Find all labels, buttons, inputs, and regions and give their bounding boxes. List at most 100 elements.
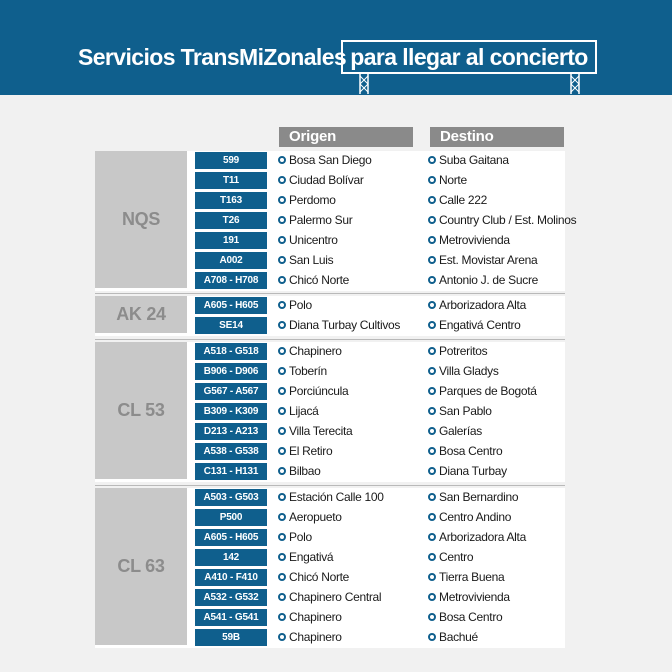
- route-code-badge: G567 - A567: [195, 383, 267, 400]
- route-code-badge: B906 - D906: [195, 363, 267, 380]
- origin-stop: Toberín: [289, 364, 327, 378]
- stop-bullet-icon: [428, 613, 436, 621]
- stop-bullet-icon: [278, 447, 286, 455]
- route-code-badge: A532 - G532: [195, 589, 267, 606]
- stop-bullet-icon: [428, 573, 436, 581]
- header-banner: Servicios TransMiZonales para llegar al …: [0, 0, 672, 95]
- route-code-badge: A605 - H605: [195, 529, 267, 546]
- stop-bullet-icon: [278, 513, 286, 521]
- stop-bullet-icon: [278, 156, 286, 164]
- route-code-badge: B309 - K309: [195, 403, 267, 420]
- route-code-badge: A002: [195, 252, 267, 269]
- stop-bullet-icon: [278, 593, 286, 601]
- route-code-badge: D213 - A213: [195, 423, 267, 440]
- destination-stop: Bosa Centro: [439, 610, 503, 624]
- route-code-badge: SE14: [195, 317, 267, 334]
- destination-stop: Parques de Bogotá: [439, 384, 537, 398]
- origin-stop: Estación Calle 100: [289, 490, 384, 504]
- stop-bullet-icon: [428, 321, 436, 329]
- destination-stop: San Pablo: [439, 404, 492, 418]
- stop-bullet-icon: [428, 513, 436, 521]
- origin-stop: Porciúncula: [289, 384, 349, 398]
- route-code-badge: 142: [195, 549, 267, 566]
- destination-stop: San Bernardino: [439, 490, 519, 504]
- destination-stop: Diana Turbay: [439, 464, 507, 478]
- origin-stop: Aeropueto: [289, 510, 342, 524]
- stop-bullet-icon: [428, 427, 436, 435]
- destination-stop: Suba Gaitana: [439, 153, 509, 167]
- stop-bullet-icon: [428, 236, 436, 244]
- stop-bullet-icon: [428, 493, 436, 501]
- destination-stop: Tierra Buena: [439, 570, 505, 584]
- origin-stop: Engativá: [289, 550, 334, 564]
- stop-bullet-icon: [428, 276, 436, 284]
- stop-bullet-icon: [428, 347, 436, 355]
- stop-bullet-icon: [278, 347, 286, 355]
- origin-stop: El Retiro: [289, 444, 333, 458]
- destination-stop: Antonio J. de Sucre: [439, 273, 539, 287]
- route-code-badge: A518 - G518: [195, 343, 267, 360]
- stop-bullet-icon: [428, 467, 436, 475]
- sign-post-icon: [359, 74, 369, 94]
- destination-stop: Norte: [439, 173, 467, 187]
- column-header-destination: Destino: [430, 127, 564, 147]
- origin-stop: Chapinero: [289, 630, 342, 644]
- origin-stop: San Luis: [289, 253, 334, 267]
- corridor-label: CL 63: [95, 488, 187, 645]
- route-code-badge: T26: [195, 212, 267, 229]
- corridor-label: CL 53: [95, 342, 187, 479]
- origin-stop: Bilbao: [289, 464, 321, 478]
- origin-stop: Unicentro: [289, 233, 338, 247]
- route-code-badge: A541 - G541: [195, 609, 267, 626]
- route-code-badge: T163: [195, 192, 267, 209]
- stop-bullet-icon: [278, 387, 286, 395]
- stop-bullet-icon: [428, 553, 436, 561]
- route-code-badge: A538 - G538: [195, 443, 267, 460]
- stop-bullet-icon: [278, 573, 286, 581]
- origin-stop: Villa Terecita: [289, 424, 353, 438]
- stop-bullet-icon: [278, 367, 286, 375]
- stop-bullet-icon: [278, 301, 286, 309]
- route-code-badge: 59B: [195, 629, 267, 646]
- route-code-badge: A708 - H708: [195, 272, 267, 289]
- corridor-label: AK 24: [95, 296, 187, 333]
- origin-stop: Diana Turbay Cultivos: [289, 318, 401, 332]
- destination-stop: Centro Andino: [439, 510, 512, 524]
- sign-post-icon: [570, 74, 580, 94]
- origin-stop: Chapinero Central: [289, 590, 382, 604]
- group-divider: [95, 339, 565, 340]
- destination-stop: Country Club / Est. Molinos: [439, 213, 577, 227]
- origin-stop: Lijacá: [289, 404, 319, 418]
- stop-bullet-icon: [428, 216, 436, 224]
- stop-bullet-icon: [278, 553, 286, 561]
- stop-bullet-icon: [428, 367, 436, 375]
- route-code-badge: A410 - F410: [195, 569, 267, 586]
- origin-stop: Palermo Sur: [289, 213, 353, 227]
- destination-stop: Potreritos: [439, 344, 488, 358]
- stop-bullet-icon: [428, 196, 436, 204]
- origin-stop: Bosa San Diego: [289, 153, 372, 167]
- stop-bullet-icon: [278, 216, 286, 224]
- destination-stop: Villa Gladys: [439, 364, 499, 378]
- stop-bullet-icon: [428, 387, 436, 395]
- stop-bullet-icon: [428, 447, 436, 455]
- destination-stop: Metrovivienda: [439, 233, 510, 247]
- stop-bullet-icon: [428, 533, 436, 541]
- corridor-label: NQS: [95, 151, 187, 288]
- stop-bullet-icon: [278, 467, 286, 475]
- stop-bullet-icon: [428, 156, 436, 164]
- stop-bullet-icon: [428, 176, 436, 184]
- route-code-badge: T11: [195, 172, 267, 189]
- stop-bullet-icon: [278, 533, 286, 541]
- stop-bullet-icon: [278, 407, 286, 415]
- destination-stop: Bachué: [439, 630, 478, 644]
- destination-stop: Calle 222: [439, 193, 488, 207]
- origin-stop: Chapinero: [289, 344, 342, 358]
- stop-bullet-icon: [278, 176, 286, 184]
- page-title-boxed: para llegar al concierto: [341, 40, 597, 74]
- route-code-badge: P500: [195, 509, 267, 526]
- destination-stop: Galerías: [439, 424, 482, 438]
- stop-bullet-icon: [278, 236, 286, 244]
- destination-stop: Metrovivienda: [439, 590, 510, 604]
- origin-stop: Chicó Norte: [289, 570, 350, 584]
